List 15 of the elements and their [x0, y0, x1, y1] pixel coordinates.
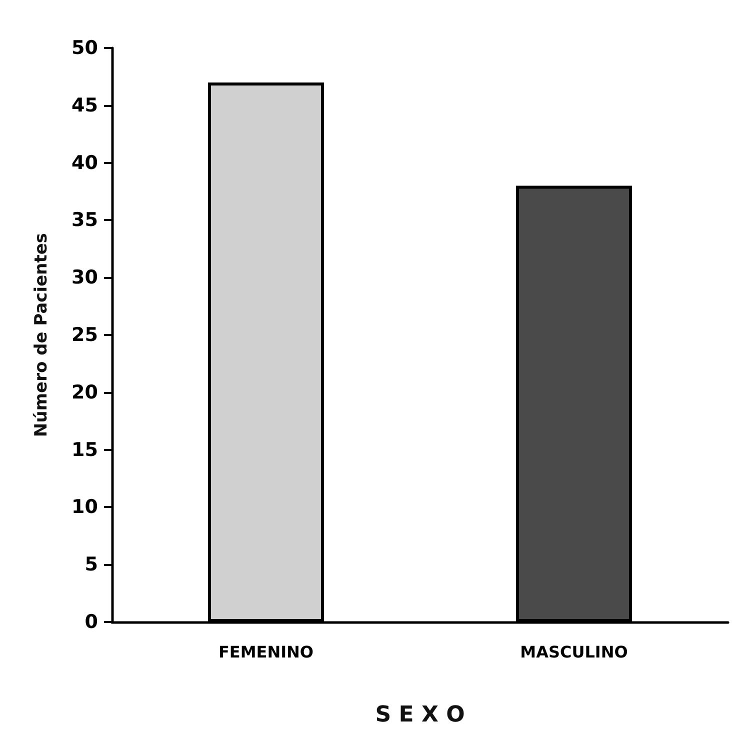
y-tick-label: 45: [72, 94, 98, 116]
x-tick-label: MASCULINO: [520, 642, 628, 662]
y-tick-label: 50: [72, 37, 98, 59]
y-tick-label: 20: [72, 381, 98, 404]
y-tick-label: 30: [72, 266, 98, 289]
y-tick-label: 35: [72, 209, 98, 232]
x-axis-title: S E X O: [375, 702, 465, 728]
y-tick-label: 15: [72, 438, 98, 461]
y-tick-label: 0: [84, 611, 98, 633]
y-tick-label: 5: [84, 554, 98, 576]
y-tick-label: 10: [72, 496, 98, 518]
y-tick-label: 40: [72, 152, 98, 174]
x-tick-label: FEMENINO: [218, 642, 314, 662]
y-axis-title: Número de Pacientes: [32, 233, 52, 437]
y-tick-label: 25: [72, 324, 98, 346]
